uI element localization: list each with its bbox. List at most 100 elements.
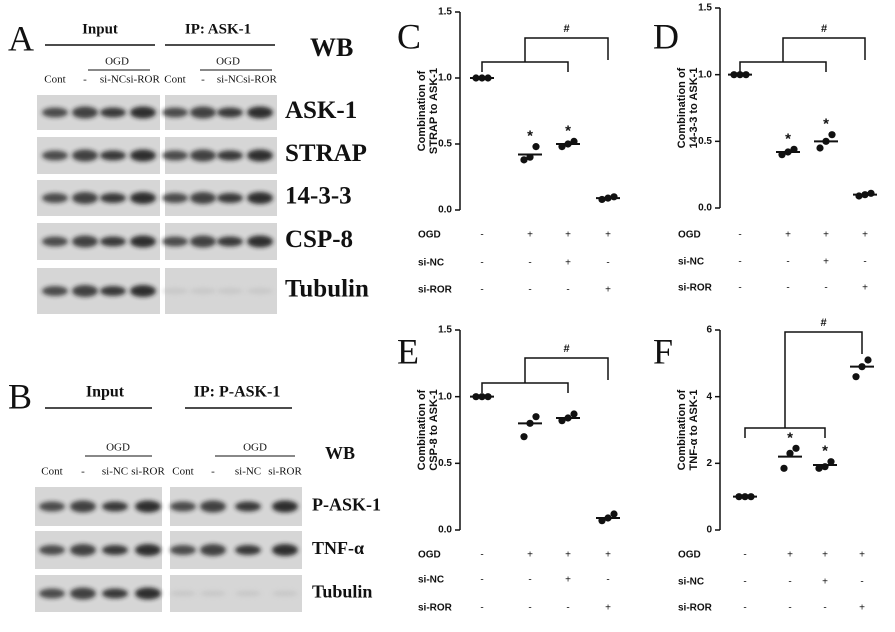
condition-mark: - (788, 577, 791, 588)
condition-mark: - (863, 257, 866, 268)
blot-band (42, 150, 68, 161)
condition-mark: + (862, 283, 868, 294)
y-axis-label-line: Combination of (416, 70, 428, 151)
data-point (735, 493, 743, 501)
y-tick-label: 0 (706, 525, 712, 536)
blot-band (200, 500, 226, 513)
data-point (604, 194, 612, 202)
data-point (598, 195, 606, 204)
data-point (747, 493, 755, 501)
bracket (481, 382, 569, 393)
blot-band (100, 150, 126, 161)
significance-label: * (822, 443, 828, 460)
lane-label: Cont (172, 466, 193, 478)
condition-mark: + (862, 230, 868, 241)
condition-mark: + (785, 230, 791, 241)
condition-mark: - (480, 603, 483, 614)
y-tick-label: 1.5 (698, 3, 712, 14)
y-axis-label-line: TNF-α to ASK-1 (688, 390, 700, 471)
y-tick-label: 6 (706, 325, 712, 336)
condition-label: si-NC (418, 575, 444, 586)
blot-band (162, 107, 188, 118)
condition-mark: - (738, 230, 741, 241)
condition-mark: + (565, 258, 571, 269)
data-point (861, 191, 869, 199)
blot-band (247, 106, 273, 119)
blot-band (130, 285, 156, 297)
blot-band (130, 192, 156, 204)
blot-band (170, 545, 196, 555)
condition-mark: + (527, 230, 533, 241)
condition-label: OGD (678, 550, 701, 561)
bracket (784, 331, 863, 428)
blot-band (247, 149, 273, 162)
bracket (744, 427, 826, 438)
data-point (792, 444, 800, 452)
y-axis-label-line: Combination of (676, 389, 688, 470)
data-point (520, 156, 528, 164)
y-tick-label: 1.0 (698, 69, 712, 80)
data-point (741, 493, 749, 501)
blot-band (42, 107, 68, 118)
blot-band (70, 587, 96, 600)
blot-row-label: Tubulin (285, 276, 369, 303)
condition-mark: - (788, 603, 791, 614)
panel-letter: B (8, 376, 32, 416)
condition-mark: - (566, 285, 569, 296)
lane-label: - (211, 466, 215, 478)
data-point (867, 189, 875, 197)
lane-label: - (201, 74, 205, 86)
blot-band (235, 545, 261, 555)
condition-mark: - (743, 550, 746, 561)
blot-band (100, 193, 126, 203)
data-point (815, 464, 823, 472)
y-axis-label: Combination ofSTRAP to ASK-1 (416, 68, 440, 154)
blot-band (272, 500, 298, 513)
ogd-label: OGD (106, 442, 130, 454)
condition-mark: - (528, 603, 531, 614)
blot-band (190, 149, 216, 162)
blot-band (247, 288, 273, 294)
data-point (780, 464, 788, 472)
blot-band (102, 545, 128, 555)
lane-label: Cont (44, 74, 65, 86)
condition-mark: + (605, 603, 611, 614)
panel-letter: F (653, 331, 673, 371)
blot-band (247, 235, 273, 248)
data-point (736, 71, 744, 79)
lane-label: Cont (164, 74, 185, 86)
blot-band (70, 544, 96, 556)
blot-band (200, 544, 226, 556)
wb-label: WB (325, 443, 355, 463)
data-point (484, 74, 492, 82)
condition-label: si-NC (678, 257, 704, 268)
lane-label: si-NC (102, 466, 128, 478)
condition-mark: - (480, 550, 483, 561)
blot-band (170, 501, 196, 512)
data-point (858, 363, 866, 371)
condition-mark: + (822, 577, 828, 588)
significance-label: * (527, 128, 533, 145)
blot-band (72, 192, 98, 204)
data-point (526, 419, 534, 427)
data-point (778, 151, 786, 159)
group-title: Input (86, 384, 125, 401)
blot-band (190, 192, 216, 204)
blot-band (200, 590, 226, 597)
data-point (532, 413, 540, 421)
blot-band (162, 288, 188, 294)
data-point (478, 393, 486, 401)
condition-label: si-ROR (678, 283, 713, 294)
blot-band (162, 236, 188, 247)
data-point (790, 145, 798, 153)
data-point (526, 153, 534, 161)
blot-row-label: Tubulin (312, 582, 372, 602)
data-point (821, 463, 829, 471)
lane-label: - (83, 74, 87, 86)
y-tick-label: 1.0 (438, 73, 452, 84)
y-axis-label-line: STRAP to ASK-1 (428, 68, 440, 154)
blot-band (162, 193, 188, 203)
blot-band (39, 588, 65, 599)
data-point (564, 414, 572, 422)
blot-band (235, 501, 261, 512)
